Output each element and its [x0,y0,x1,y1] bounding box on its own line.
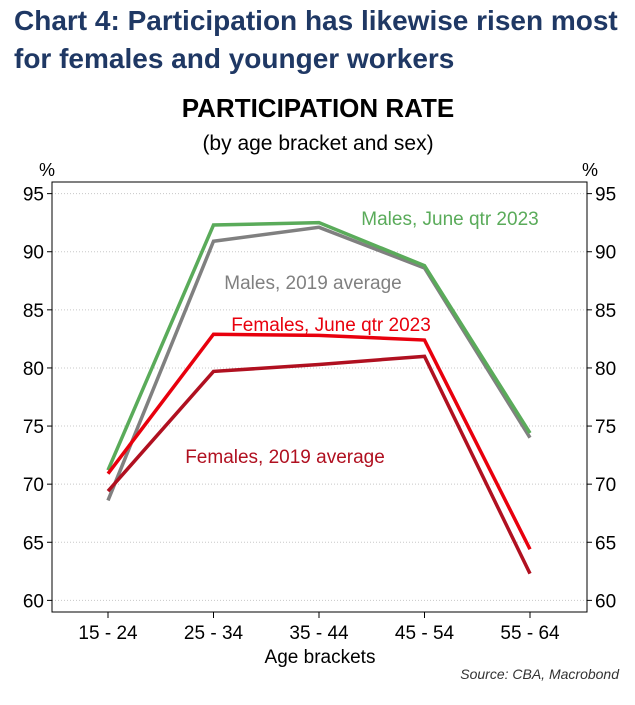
y-unit-right: % [582,160,598,180]
y-tick-label: 75 [595,417,616,438]
y-tick-label: 90 [23,243,44,264]
series-label: Males, June qtr 2023 [361,209,538,230]
y-tick-labels-left: 60 65 70 75 80 85 90 95 [23,185,44,613]
y-tick-label: 60 [23,591,44,612]
series-line [106,354,532,575]
series-label: Females, June qtr 2023 [231,315,431,336]
y-tick-label: 75 [23,417,44,438]
series-line [106,220,532,471]
chart-title: PARTICIPATION RATE [182,93,455,123]
y-tick-label: 85 [23,301,44,322]
x-tick-label: 45 - 54 [395,623,455,644]
y-tick-label: 65 [23,533,44,554]
y-tick-label: 90 [595,243,616,264]
x-tick-labels: 15 - 24 25 - 34 35 - 44 45 - 54 55 - 64 [78,612,560,644]
gridlines [47,193,592,601]
y-tick-label: 95 [595,185,616,206]
x-tick-label: 35 - 44 [289,623,349,644]
y-tick-label: 70 [595,475,616,496]
x-tick-label: 25 - 34 [184,623,244,644]
y-tick-label: 85 [595,301,616,322]
chart-heading: Chart 4: Participation has likewise rise… [14,5,618,74]
series-label: Males, 2019 average [224,273,401,294]
y-tick-label: 60 [595,591,616,612]
y-tick-label: 70 [23,475,44,496]
y-tick-labels-right: 60 65 70 75 80 85 90 95 [595,185,616,613]
y-tick-label: 80 [23,359,44,380]
source-note: Source: CBA, Macrobond [460,666,619,682]
series-label: Females, 2019 average [185,447,385,468]
y-tick-label: 80 [595,359,616,380]
chart-subtitle: (by age bracket and sex) [202,132,433,155]
series-line [106,332,532,551]
y-tick-label: 95 [23,185,44,206]
y-tick-label: 65 [595,533,616,554]
series-lines [106,220,532,575]
x-axis-label: Age brackets [265,647,376,668]
series-labels: Males, June qtr 2023 Males, 2019 average F… [185,209,539,468]
y-unit-left: % [39,160,55,180]
x-tick-label: 15 - 24 [78,623,138,644]
x-tick-label: 55 - 64 [500,623,560,644]
